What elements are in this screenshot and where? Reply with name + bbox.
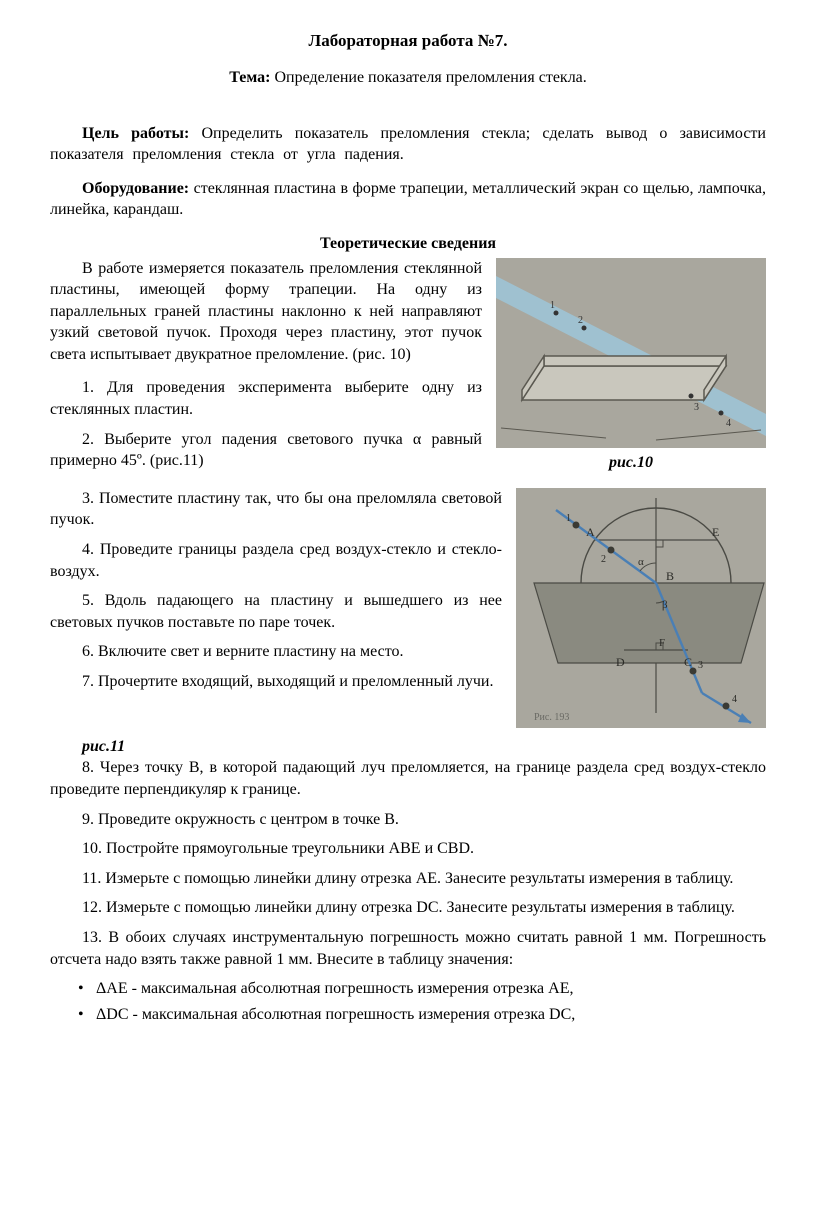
svg-text:D: D [616, 655, 625, 669]
svg-text:2: 2 [578, 315, 583, 326]
svg-text:B: B [666, 569, 674, 583]
svg-text:2: 2 [601, 554, 606, 565]
equip-label: Оборудование: [82, 180, 189, 197]
svg-text:3: 3 [698, 660, 703, 671]
figure-11-svg: A E B D C F α β 1 2 3 4 Рис. 193 [516, 488, 766, 728]
step-10: 10. Постройте прямоугольные треугольники… [50, 838, 766, 860]
theory-heading: Теоретические сведения [50, 233, 766, 255]
svg-text:1: 1 [566, 513, 571, 524]
figure-11-caption: рис.11 [50, 736, 766, 758]
lab-title: Лабораторная работа №7. [50, 30, 766, 53]
svg-text:1: 1 [550, 300, 555, 311]
svg-text:β: β [662, 599, 668, 611]
svg-text:3: 3 [694, 402, 699, 413]
theory-block-1: 1 2 3 4 рис.10 В работе измеряется показ… [50, 258, 766, 480]
figure-11: A E B D C F α β 1 2 3 4 Рис. 193 [516, 488, 766, 728]
svg-text:E: E [712, 525, 719, 539]
svg-text:C: C [684, 655, 692, 669]
step-8: 8. Через точку В, в которой падающий луч… [50, 757, 766, 800]
step-9: 9. Проведите окружность с центром в точк… [50, 809, 766, 831]
topic-text: Определение показателя преломления стекл… [270, 69, 586, 86]
figure-10-caption: рис.10 [496, 452, 766, 474]
svg-text:4: 4 [726, 418, 731, 429]
goal-label: Цель работы: [82, 125, 189, 142]
svg-text:F: F [659, 637, 665, 649]
step-13: 13. В обоих случаях инструментальную пог… [50, 927, 766, 970]
topic-label: Тема: [229, 69, 270, 86]
figure-10: 1 2 3 4 рис.10 [496, 258, 766, 474]
topic-line: Тема: Определение показателя преломления… [50, 67, 766, 89]
step-11: 11. Измерьте с помощью линейки длину отр… [50, 868, 766, 890]
figure-10-svg: 1 2 3 4 [496, 258, 766, 448]
svg-text:α: α [638, 556, 644, 568]
equipment-para: Оборудование: стеклянная пластина в форм… [50, 178, 766, 221]
svg-text:A: A [586, 525, 595, 539]
step-12: 12. Измерьте с помощью линейки длину отр… [50, 897, 766, 919]
goal-para: Цель работы: Определить показатель прело… [50, 123, 766, 166]
svg-text:4: 4 [732, 694, 737, 705]
svg-text:Рис. 193: Рис. 193 [534, 712, 569, 723]
bullet-ae: ΔAE - максимальная абсолютная погрешност… [50, 978, 766, 1000]
theory-block-2: A E B D C F α β 1 2 3 4 Рис. 193 3. Поме… [50, 488, 766, 734]
bullet-dc: ΔDC - максимальная абсолютная погрешност… [50, 1004, 766, 1026]
